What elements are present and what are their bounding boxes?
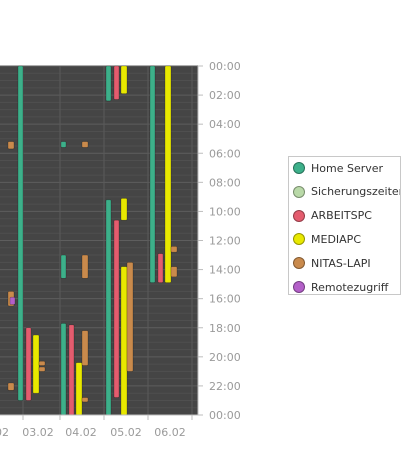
- interval-bar: [120, 65, 128, 94]
- legend-item[interactable]: ARBEITSPC: [293, 209, 372, 223]
- interval-bar: [38, 366, 46, 372]
- interval-bar: [75, 362, 83, 416]
- interval-bar: [7, 141, 15, 150]
- y-tick-label: 10:00: [209, 205, 241, 218]
- legend-swatch: [293, 233, 305, 246]
- x-tick-label: 05.02: [110, 426, 142, 439]
- y-tick-label: 02:00: [209, 89, 241, 102]
- interval-bar: [9, 296, 16, 305]
- interval-bar: [126, 262, 134, 372]
- interval-bar: [60, 141, 67, 148]
- interval-bar: [113, 65, 120, 100]
- y-tick-label: 16:00: [209, 293, 241, 306]
- interval-bar: [120, 266, 128, 416]
- x-tick-label: 02: [0, 426, 9, 439]
- y-tick-label: 22:00: [209, 380, 241, 393]
- interval-bar: [32, 334, 40, 394]
- legend-label: Sicherungszeiten: [311, 185, 401, 199]
- interval-bar: [157, 253, 164, 283]
- legend-item[interactable]: Home Server: [293, 161, 383, 175]
- x-tick-label: 04.02: [65, 426, 97, 439]
- interval-bar: [164, 65, 172, 283]
- x-tick-label: 03.02: [22, 426, 54, 439]
- y-tick-label: 00:00: [209, 409, 241, 422]
- interval-bar: [17, 65, 24, 401]
- interval-bar: [105, 199, 112, 416]
- y-tick-label: 08:00: [209, 176, 241, 189]
- legend: Home Server Sicherungszeiten ARBEITSPC MEDI…: [288, 156, 401, 295]
- interval-bar: [81, 141, 89, 148]
- y-tick-label: 20:00: [209, 351, 241, 364]
- legend-label: MEDIAPC: [311, 232, 361, 246]
- legend-item[interactable]: Sicherungszeiten: [293, 185, 401, 199]
- legend-label: Home Server: [311, 161, 384, 175]
- interval-bar: [25, 327, 32, 401]
- y-axis: 00:00 02:00 04:00 06:00 08:00 10:00 12:00 14:00…: [197, 60, 241, 422]
- legend-swatch: [293, 185, 305, 198]
- legend-swatch: [293, 209, 305, 222]
- y-tick-label: 06:00: [209, 147, 241, 160]
- y-tick-label: 00:00: [209, 60, 241, 73]
- interval-bar: [170, 246, 178, 253]
- legend-item[interactable]: Remotezugriff: [293, 280, 388, 294]
- y-tick-label: 14:00: [209, 264, 241, 277]
- legend-label: ARBEITSPC: [311, 209, 372, 223]
- y-tick-label: 12:00: [209, 235, 241, 248]
- legend-label: Remotezugriff: [311, 280, 389, 294]
- interval-bar: [68, 324, 75, 416]
- interval-bar: [81, 397, 89, 403]
- interval-bar: [7, 382, 15, 391]
- legend-item[interactable]: MEDIAPC: [293, 232, 361, 246]
- interval-bar: [38, 360, 46, 366]
- interval-bar: [170, 266, 178, 278]
- interval-bars: [7, 65, 178, 416]
- interval-bar: [113, 219, 120, 398]
- legend-item[interactable]: NITAS-LAPI: [293, 256, 371, 270]
- interval-bar: [149, 65, 156, 283]
- legend-label: NITAS-LAPI: [311, 256, 371, 270]
- x-tick-label: 06.02: [154, 426, 186, 439]
- y-tick-label: 04:00: [209, 118, 241, 131]
- interval-bar: [105, 65, 112, 102]
- y-tick-label: 18:00: [209, 322, 241, 335]
- legend-swatch: [293, 281, 305, 293]
- interval-bar: [81, 330, 89, 366]
- interval-bar: [60, 254, 67, 279]
- legend-swatch: [293, 257, 305, 270]
- interval-bar: [120, 198, 128, 221]
- x-axis: 02 03.02 04.02 05.02 06.02: [0, 414, 198, 439]
- legend-swatch: [293, 162, 305, 174]
- interval-bar: [81, 254, 89, 279]
- interval-bar: [60, 323, 67, 416]
